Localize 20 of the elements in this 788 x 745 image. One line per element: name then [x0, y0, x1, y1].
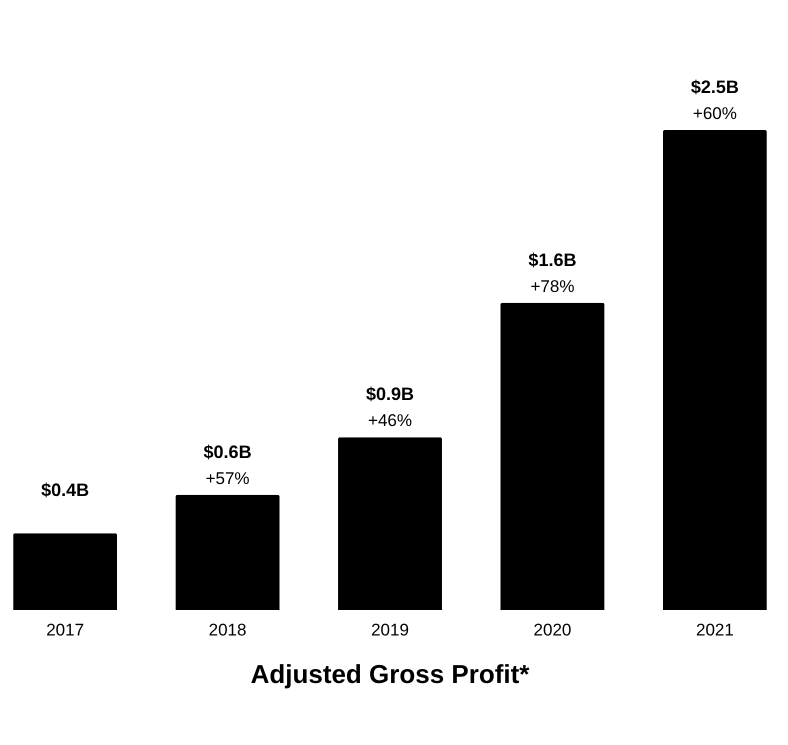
bar — [662, 130, 767, 610]
x-tick-label: 2020 — [534, 620, 572, 640]
bar — [176, 494, 280, 610]
data-label: $1.6B — [528, 250, 576, 270]
annotation: +60% — [692, 104, 737, 123]
x-tick-label: 2021 — [696, 620, 734, 640]
bar — [500, 302, 604, 610]
bar — [338, 437, 442, 610]
data-label: $2.5B — [690, 77, 739, 97]
data-label: $0.6B — [204, 442, 252, 462]
data-label: $0.9B — [366, 384, 414, 404]
bar — [13, 533, 118, 610]
text: Adjusted Gross Profit* — [250, 659, 530, 689]
annotation: +57% — [206, 468, 250, 488]
annotation: +78% — [530, 276, 574, 296]
x-tick-label: 2018 — [208, 620, 246, 640]
x-tick-label: 2017 — [46, 620, 84, 640]
annotation: +46% — [368, 411, 412, 430]
x-tick-label: 2019 — [371, 620, 409, 640]
data-label: $0.4B — [41, 480, 90, 500]
